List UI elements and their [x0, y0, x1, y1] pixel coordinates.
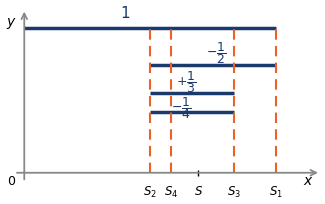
- Text: $S_4$: $S_4$: [164, 184, 178, 199]
- Text: $S_3$: $S_3$: [227, 184, 241, 199]
- Text: $S_1$: $S_1$: [269, 184, 282, 199]
- Text: $-\dfrac{1}{4}$: $-\dfrac{1}{4}$: [171, 94, 191, 120]
- Text: x: x: [303, 173, 312, 187]
- Text: $+\dfrac{1}{3}$: $+\dfrac{1}{3}$: [176, 68, 197, 94]
- Text: 1: 1: [120, 6, 130, 21]
- Text: y: y: [6, 15, 15, 29]
- Text: $S$: $S$: [194, 184, 203, 197]
- Text: $-\dfrac{1}{2}$: $-\dfrac{1}{2}$: [206, 40, 227, 66]
- Text: $S_2$: $S_2$: [143, 184, 157, 199]
- Text: 0: 0: [7, 174, 15, 187]
